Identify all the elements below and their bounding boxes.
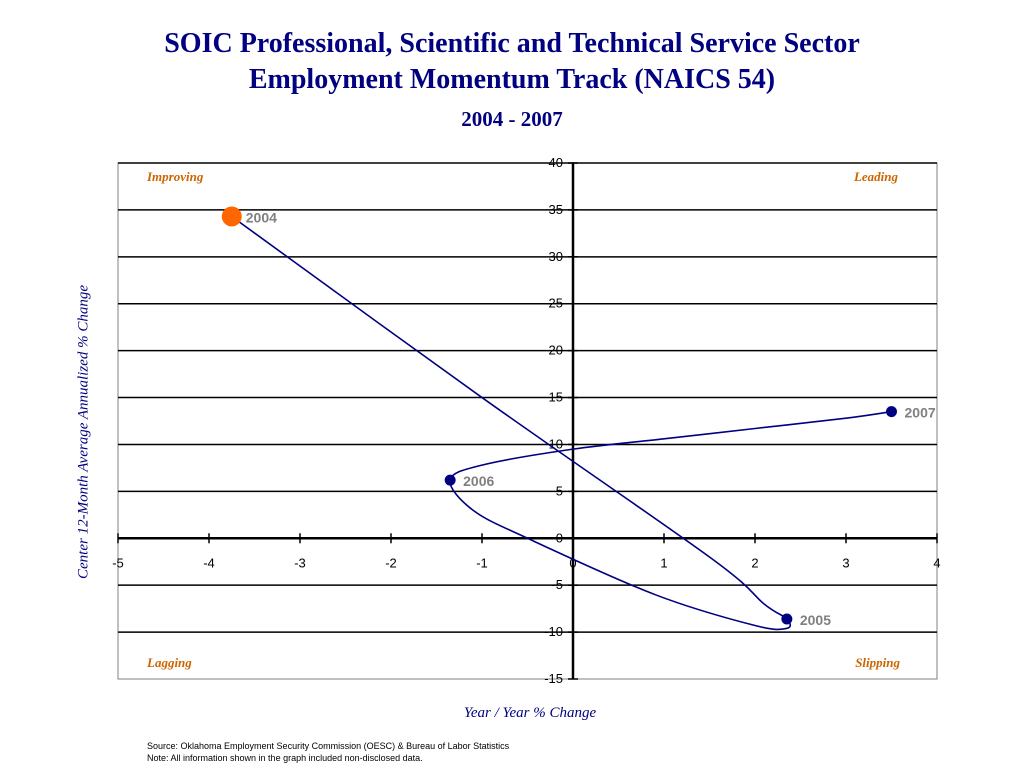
x-tick-label: -4 — [203, 555, 215, 570]
plot-area-border — [117, 162, 938, 680]
y-axis-label: Center 12-Month Average Annualized % Cha… — [75, 285, 92, 579]
x-tick-label: -3 — [294, 555, 306, 570]
year-point-2006 — [444, 474, 456, 486]
y-tick-label: 30 — [549, 249, 563, 264]
x-tick-label: 2 — [751, 555, 758, 570]
y-tick-label: 25 — [549, 296, 563, 311]
y-tick-label: 15 — [549, 390, 563, 405]
x-tick-label: 0 — [569, 555, 576, 570]
year-point-label: 2007 — [905, 405, 936, 421]
x-tick-label: 1 — [660, 555, 667, 570]
disclosure-note: Note: All information shown in the graph… — [147, 753, 423, 763]
year-point-label: 2004 — [246, 209, 277, 225]
year-point-label: 2005 — [800, 612, 831, 628]
x-tick-label: 3 — [842, 555, 849, 570]
quadrant-label-leading: Leading — [853, 169, 899, 184]
y-tick-label: -10 — [544, 624, 563, 639]
y-tick-label: 40 — [549, 155, 563, 170]
quadrant-label-improving: Improving — [146, 169, 204, 184]
year-point-2007 — [886, 406, 897, 418]
source-note: Source: Oklahoma Employment Security Com… — [147, 741, 510, 751]
y-tick-label: 20 — [549, 343, 563, 358]
y-tick-label: -5 — [551, 577, 563, 592]
y-tick-label: -15 — [544, 671, 563, 686]
year-point-2005 — [781, 613, 793, 625]
x-tick-label: 4 — [933, 555, 940, 570]
x-tick-label: -5 — [112, 555, 124, 570]
year-point-2004 — [221, 206, 242, 227]
chart-subtitle: 2004 - 2007 — [461, 107, 563, 131]
y-tick-label: 0 — [556, 530, 563, 545]
x-axis-label: Year / Year % Change — [463, 705, 597, 721]
quadrant-label-lagging: Lagging — [146, 655, 192, 670]
y-tick-label: 35 — [549, 202, 563, 217]
x-tick-label: -1 — [476, 555, 488, 570]
year-point-label: 2006 — [463, 473, 494, 489]
x-tick-label: -2 — [385, 555, 397, 570]
chart-title: SOIC Professional, Scientific and Techni… — [164, 28, 860, 59]
chart-title-line2: Employment Momentum Track (NAICS 54) — [248, 64, 776, 95]
y-tick-label: 5 — [556, 483, 563, 498]
quadrant-label-slipping: Slipping — [855, 655, 900, 670]
momentum-track-line — [231, 215, 892, 631]
